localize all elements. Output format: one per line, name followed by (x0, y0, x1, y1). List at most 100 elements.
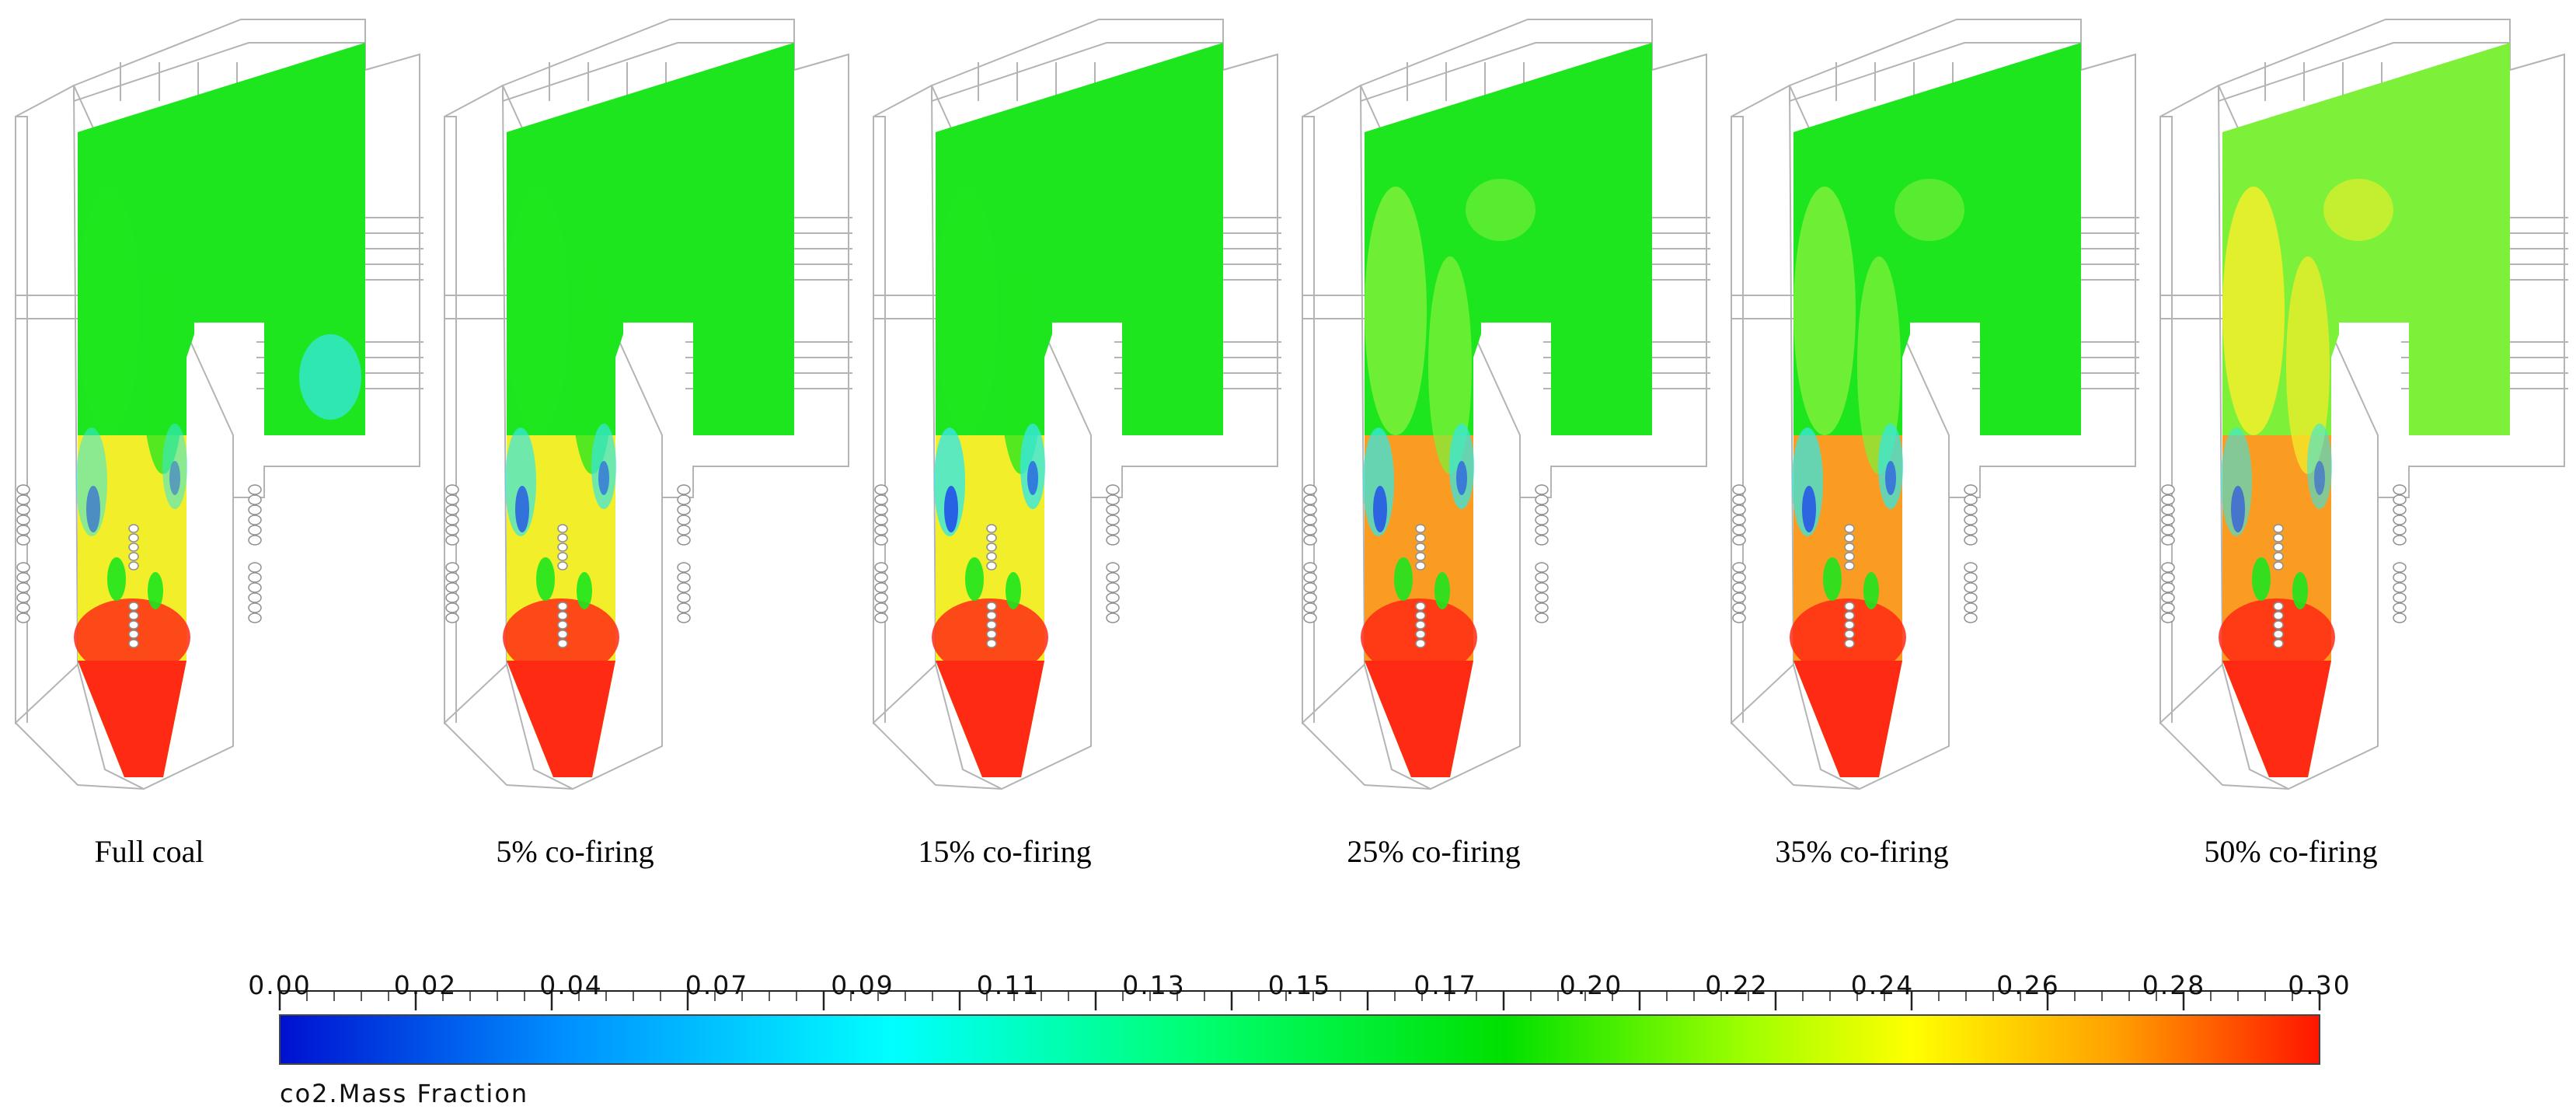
burner-tube-left (2161, 592, 2175, 603)
recirculation-core (2314, 461, 2325, 495)
burner-tube-right (248, 504, 262, 515)
burner-tube-left (2161, 602, 2175, 613)
burner-tube-center (1844, 639, 1855, 648)
burner-tube-left (874, 572, 888, 583)
burner-tube-right (2393, 602, 2407, 613)
nose-plume (608, 179, 678, 241)
burner-tube-center (1415, 533, 1426, 543)
burner-tube-center (1415, 639, 1426, 648)
colorbar-tick-label: 0.11 (976, 970, 1041, 1000)
burner-tube-left (16, 515, 30, 525)
hopper-hot-zone (1365, 661, 1473, 777)
burner-tube-left (874, 602, 888, 613)
burner-tube-left (445, 484, 459, 495)
burner-tube-left (2161, 562, 2175, 573)
mid-plume (1857, 256, 1901, 474)
wire-edge (1302, 116, 1315, 723)
burner-tube-left (874, 582, 888, 593)
wire-edge (1360, 42, 1652, 103)
burner-tube-left (1732, 612, 1746, 623)
boiler-outline (2217, 19, 2565, 498)
burner-tube-right (1535, 572, 1549, 583)
burner-tube-right (248, 592, 262, 603)
furnace-left-wall (1731, 84, 1795, 725)
burner-jet (1823, 557, 1842, 601)
wire-edge (2218, 42, 2510, 103)
burner-tubes (445, 484, 691, 648)
burner-tube-left (874, 494, 888, 505)
burner-tube-center (986, 524, 997, 533)
burner-tube-right (1106, 592, 1120, 603)
burner-tube-left (1303, 572, 1317, 583)
burner-tube-center (1415, 620, 1426, 630)
burner-tube-right (1106, 484, 1120, 495)
burner-tube-right (677, 592, 691, 603)
burner-tube-left (1732, 592, 1746, 603)
burner-tube-right (677, 535, 691, 546)
boiler-panels (15, 19, 2568, 790)
burner-tube-center (1844, 552, 1855, 561)
panel-caption-50pct: 50% co-firing (2204, 834, 2378, 869)
burner-tube-left (1732, 525, 1746, 536)
burner-tube-center (986, 602, 997, 611)
mid-plume (2286, 256, 2330, 474)
burner-tube-center (128, 620, 139, 630)
burner-tube-center (2273, 524, 2284, 533)
burner-tube-left (2161, 612, 2175, 623)
burner-tube-right (2393, 525, 2407, 536)
burner-tube-right (1535, 504, 1549, 515)
burner-tube-left (2161, 535, 2175, 546)
nose-plume (1895, 179, 1964, 241)
boiler-outline (72, 19, 420, 498)
recirculation-core (515, 486, 529, 532)
burner-tube-right (1106, 572, 1120, 583)
burner-tube-right (2393, 582, 2407, 593)
burner-tube-left (16, 535, 30, 546)
co2-contour-plane (2219, 43, 2510, 777)
burner-tube-center (1844, 620, 1855, 630)
boiler-outline (501, 19, 849, 498)
burner-tube-left (1732, 484, 1746, 495)
burner-tube-right (1535, 582, 1549, 593)
wire-edge (444, 116, 457, 723)
boiler-outline (1359, 19, 1707, 498)
wire-edge (1789, 42, 2081, 103)
burner-tube-left (874, 592, 888, 603)
burner-tube-center (128, 639, 139, 648)
burner-tube-left (445, 525, 459, 536)
recirculation-core (1456, 461, 1467, 495)
burner-tube-right (677, 602, 691, 613)
wire-edge (873, 722, 1002, 790)
burner-tube-right (2393, 535, 2407, 546)
recirculation-core (2231, 486, 2245, 532)
burner-tube-center (1844, 533, 1855, 543)
burner-tube-left (1732, 515, 1746, 525)
burner-tube-left (445, 504, 459, 515)
recirculation-core (598, 461, 609, 495)
burner-tube-center (557, 543, 568, 552)
burner-tube-left (16, 572, 30, 583)
burner-tube-right (2393, 612, 2407, 623)
burner-tube-right (1535, 612, 1549, 623)
wire-edge (2160, 116, 2173, 723)
burner-tube-right (1964, 535, 1978, 546)
burner-tube-center (2273, 533, 2284, 543)
burner-tube-right (1535, 592, 1549, 603)
burner-tube-left (16, 484, 30, 495)
burner-tube-center (128, 543, 139, 552)
recirculation-core (1027, 461, 1038, 495)
burner-tube-left (16, 525, 30, 536)
burner-tube-center (1844, 561, 1855, 570)
burner-tube-center (1844, 602, 1855, 611)
burner-tube-center (1415, 561, 1426, 570)
burner-tube-right (1106, 582, 1120, 593)
burner-tube-left (445, 612, 459, 623)
burner-tube-left (874, 525, 888, 536)
burner-tube-right (1964, 562, 1978, 573)
burner-tube-center (128, 552, 139, 561)
burner-tube-center (986, 561, 997, 570)
burner-tube-center (128, 602, 139, 611)
furnace-left-wall (2159, 84, 2224, 725)
burner-tube-right (2393, 484, 2407, 495)
recirculation-core (86, 486, 100, 532)
